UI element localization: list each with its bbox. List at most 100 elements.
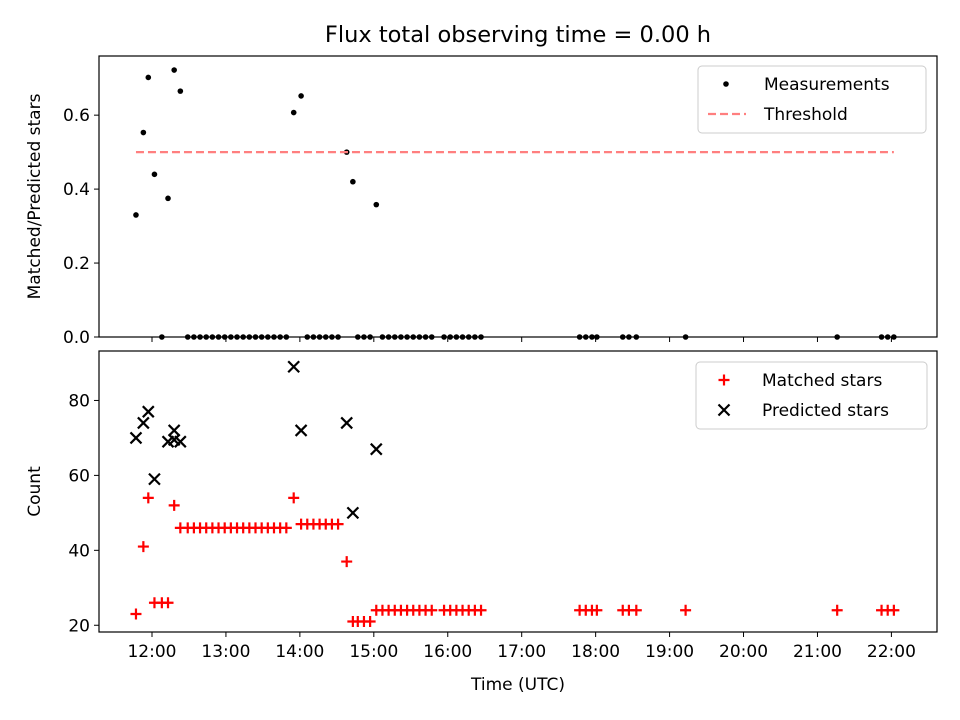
bottom-legend-box — [695, 361, 928, 430]
measurement-point — [151, 171, 158, 178]
matched-stars-point — [168, 499, 180, 511]
top-y-tick-label: 0.2 — [63, 254, 90, 274]
measurement-point — [234, 334, 240, 340]
predicted-stars-point — [346, 506, 360, 520]
measurement-point — [145, 74, 152, 81]
measurement-point — [878, 334, 885, 340]
measurement-point — [310, 334, 317, 340]
matched-stars-point — [280, 522, 292, 534]
legend-label: Measurements — [764, 75, 890, 95]
measurement-point — [416, 334, 423, 340]
measurement-point — [258, 334, 265, 340]
measurement-point — [465, 334, 472, 340]
bottom-y-tick-label: 60 — [68, 466, 90, 486]
measurement-point — [240, 334, 246, 340]
legend-label: Threshold — [763, 105, 848, 125]
measurement-point — [398, 334, 404, 340]
top-y-tick-label: 0.6 — [63, 106, 90, 126]
matched-stars-point — [680, 604, 692, 616]
matched-stars-point — [332, 518, 344, 530]
legend-matched-stars-swatch — [718, 374, 730, 386]
predicted-stars-point — [294, 424, 308, 437]
bottom-series-matched-stars — [130, 492, 900, 628]
predicted-stars-point — [148, 472, 161, 486]
predicted-stars-point — [287, 360, 300, 374]
top-y-tick-label: 0.0 — [63, 328, 90, 348]
top-series-measurements — [133, 67, 897, 340]
matched-stars-point — [162, 597, 174, 609]
matched-stars-point — [142, 492, 154, 504]
matched-stars-point — [831, 604, 843, 616]
measurement-point — [682, 334, 689, 340]
bottom-series-predicted-stars — [129, 360, 383, 520]
measurement-point — [422, 334, 429, 340]
predicted-stars-point — [340, 416, 353, 430]
measurement-point — [884, 334, 891, 340]
measurement-point — [283, 334, 290, 340]
measurement-point — [428, 334, 435, 340]
measurement-point — [478, 334, 484, 340]
measurement-point — [589, 334, 595, 340]
measurement-point — [228, 334, 234, 340]
bottom-legend: Matched stars Predicted stars — [695, 361, 928, 430]
measurement-point — [133, 212, 139, 218]
measurement-point — [329, 334, 335, 340]
measurement-point — [367, 334, 373, 340]
matched-stars-point — [288, 492, 300, 504]
measurement-point — [459, 334, 466, 340]
measurement-point — [404, 334, 410, 340]
measurement-point — [361, 334, 367, 340]
top-legend-box — [697, 65, 927, 134]
bottom-x-tick-label: 12:00 — [127, 642, 176, 662]
measurement-point — [203, 334, 210, 340]
legend-predicted-stars-swatch — [717, 403, 731, 417]
measurement-point — [354, 334, 361, 340]
bottom-x-axis-label: Time (UTC) — [470, 675, 565, 695]
bottom-x-tick-label: 15:00 — [349, 642, 398, 662]
measurement-point — [215, 334, 222, 340]
measurement-point — [350, 178, 356, 185]
bottom-y-tick-label: 40 — [68, 541, 90, 561]
legend-measurements-swatch — [723, 81, 729, 87]
measurement-point — [290, 109, 297, 116]
bottom-plot-frame — [98, 350, 938, 633]
matched-stars-point — [888, 604, 900, 616]
measurement-point — [252, 334, 259, 340]
bottom-y-tick-label: 80 — [68, 391, 90, 411]
bottom-x-tick-label: 19:00 — [645, 642, 694, 662]
top-y-tick-label: 0.4 — [63, 180, 90, 200]
measurement-point — [379, 334, 386, 340]
matched-stars-point — [364, 616, 376, 628]
measurement-point — [322, 334, 329, 340]
measurement-point — [472, 334, 478, 340]
bottom-x-tick-label: 21:00 — [793, 642, 842, 662]
measurement-point — [159, 334, 165, 340]
measurement-point — [184, 334, 191, 340]
bottom-x-tick-label: 13:00 — [201, 642, 250, 662]
top-chart-axes: 0.0 0.2 0.4 0.6 Matched/Predicted stars Measu… — [25, 55, 938, 348]
bottom-x-tick-label: 17:00 — [497, 642, 546, 662]
legend-label: Predicted stars — [762, 401, 889, 421]
top-plot-frame — [98, 55, 938, 338]
matched-stars-point — [137, 541, 149, 553]
predicted-stars-point — [129, 431, 143, 445]
top-chart-title: Flux total observing time = 0.00 h — [325, 22, 711, 48]
bottom-x-tick-label: 20:00 — [719, 642, 768, 662]
measurement-point — [891, 334, 897, 340]
measurement-point — [298, 93, 304, 99]
measurement-point — [209, 334, 216, 340]
measurement-point — [619, 334, 626, 340]
predicted-stars-point — [174, 435, 187, 448]
predicted-stars-point — [167, 424, 181, 437]
top-legend: Measurements Threshold — [697, 65, 927, 134]
bottom-x-tick-label: 22:00 — [867, 642, 916, 662]
measurement-point — [834, 334, 840, 340]
measurement-point — [177, 88, 184, 94]
measurement-point — [410, 334, 417, 340]
measurement-point — [391, 334, 398, 340]
bottom-x-tick-label: 16:00 — [423, 642, 472, 662]
measurement-point — [453, 334, 460, 340]
matched-stars-point — [426, 604, 438, 616]
measurement-point — [373, 201, 380, 208]
bottom-chart-axes: 20 40 60 80 12:00 13:00 14:00 15:00 16:00 17:00 18… — [25, 350, 938, 695]
